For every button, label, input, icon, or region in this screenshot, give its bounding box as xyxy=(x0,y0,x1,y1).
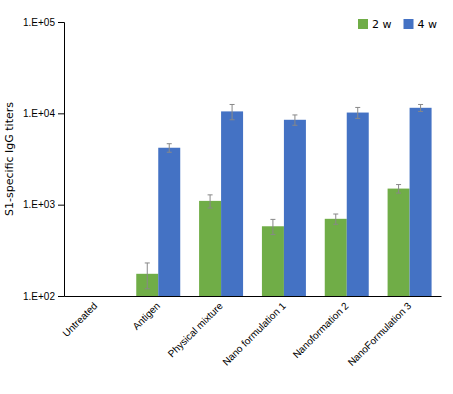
x-tick-label: NanoFormulation 3 xyxy=(346,300,414,368)
error-bar xyxy=(418,104,423,111)
y-tick-label: 1.E+02 xyxy=(23,291,55,302)
legend-swatch xyxy=(358,19,368,29)
y-tick-mark xyxy=(58,113,64,114)
error-bar xyxy=(230,104,235,119)
bar xyxy=(388,189,410,296)
y-tick-mark xyxy=(58,22,64,23)
error-bar xyxy=(292,115,297,125)
chart-container: Untreated AntigenPhysical mixtureNano for… xyxy=(0,0,453,394)
y-tick-mark xyxy=(58,296,64,297)
x-axis-line xyxy=(65,296,442,297)
x-tick: Nanoformation 2 xyxy=(291,300,351,360)
error-bar xyxy=(167,144,172,153)
bar xyxy=(158,148,180,296)
legend-item: 2 w xyxy=(358,18,392,31)
plot-area: Untreated AntigenPhysical mixtureNano for… xyxy=(3,17,442,368)
x-tick: Nano formulation 1 xyxy=(220,300,288,368)
x-tick: Physical mixture xyxy=(166,300,226,360)
y-axis: 1.E+02 1.E+03 1.E+04 1.E+05 xyxy=(23,17,64,302)
x-tick: Antigen xyxy=(130,300,162,332)
error-bar xyxy=(355,107,360,118)
y-tick-mark xyxy=(58,205,64,206)
legend: 2 w 4 w xyxy=(358,18,437,31)
y-tick: 1.E+02 xyxy=(23,291,64,302)
x-axis: Untreated AntigenPhysical mixtureNano for… xyxy=(60,297,441,369)
y-axis-line xyxy=(58,23,65,297)
error-bar xyxy=(145,263,150,289)
bar xyxy=(221,111,243,296)
bar xyxy=(284,120,306,296)
marks xyxy=(136,104,431,296)
error-bar xyxy=(270,219,275,234)
y-tick: 1.E+04 xyxy=(23,108,64,119)
bar xyxy=(199,201,221,296)
bar xyxy=(410,108,432,296)
y-tick: 1.E+03 xyxy=(23,199,64,210)
y-tick-label: 1.E+03 xyxy=(23,199,55,210)
x-tick-label: Physical mixture xyxy=(166,300,226,360)
series xyxy=(158,104,431,296)
x-tick-label: Untreated xyxy=(60,300,99,339)
x-tick-label: Antigen xyxy=(130,300,162,332)
error-bar xyxy=(396,185,401,193)
x-tick-label: Nano formulation 1 xyxy=(220,300,288,368)
y-tick: 1.E+05 xyxy=(23,17,64,28)
legend-label: 2 w xyxy=(372,18,392,31)
legend-label: 4 w xyxy=(418,18,438,31)
x-tick-label: Nanoformation 2 xyxy=(291,300,351,360)
x-tick: NanoFormulation 3 xyxy=(346,300,414,368)
bar xyxy=(325,219,347,296)
y-tick-label: 1.E+05 xyxy=(23,17,55,28)
error-bar xyxy=(208,195,213,208)
bar xyxy=(262,226,284,296)
error-bar xyxy=(333,214,338,224)
legend-item: 4 w xyxy=(404,18,438,31)
x-tick: Untreated xyxy=(60,300,99,339)
legend-swatch xyxy=(404,19,414,29)
bar xyxy=(347,113,369,296)
chart-svg: Untreated AntigenPhysical mixtureNano for… xyxy=(0,0,453,394)
y-axis-title: S1-specific IgG titers xyxy=(3,102,16,216)
y-tick-label: 1.E+04 xyxy=(23,108,55,119)
